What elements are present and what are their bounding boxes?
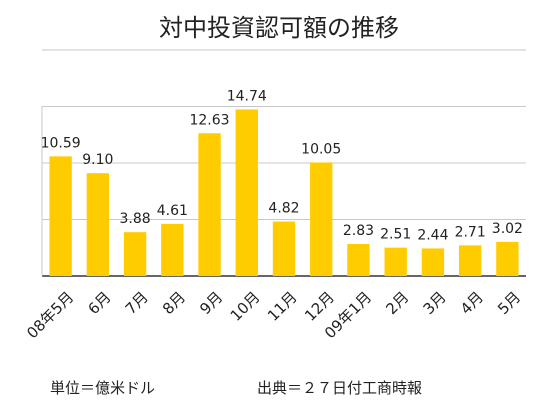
- bar: [458, 245, 482, 276]
- bar: [272, 221, 296, 276]
- bar: [496, 241, 519, 276]
- unit-note: 単位＝億米ドル: [50, 379, 155, 397]
- value-label: 10.05: [301, 141, 341, 157]
- x-tick-label: 9月: [196, 288, 226, 318]
- value-label: 2.44: [417, 227, 448, 243]
- value-label: 3.88: [119, 211, 150, 227]
- value-label: 2.51: [380, 227, 411, 243]
- source-note: 出典＝２７日付工商時報: [257, 379, 422, 397]
- value-label: 2.71: [455, 224, 486, 240]
- value-label: 3.02: [492, 221, 523, 237]
- gridlines: [41, 49, 526, 277]
- x-tick-label: 11月: [264, 288, 301, 325]
- bar: [86, 173, 110, 276]
- x-tick-label: 7月: [122, 288, 152, 318]
- bars: [49, 109, 519, 276]
- bar: [123, 232, 147, 276]
- value-label: 2.83: [343, 223, 374, 239]
- x-tick-label: 6月: [85, 288, 115, 318]
- bar: [198, 133, 221, 276]
- x-tick-label: 4月: [457, 288, 487, 318]
- value-label: 4.61: [157, 203, 188, 219]
- bar: [310, 162, 333, 276]
- value-labels: 10.599.10 3.88 4.61 12.63 14.74 4.82 10.05 2.83…: [41, 88, 523, 243]
- bar: [421, 248, 445, 276]
- bar: [161, 223, 184, 276]
- bar: [49, 156, 72, 276]
- x-tick-label: 2月: [382, 288, 412, 318]
- x-tick-label: 08年5月: [23, 288, 77, 342]
- value-label: 9.10: [82, 152, 113, 168]
- x-tick-label: 10月: [227, 288, 264, 325]
- value-label: 12.63: [189, 112, 229, 128]
- value-label: 4.82: [268, 201, 299, 217]
- chart-title: 対中投資認可額の推移: [159, 14, 399, 42]
- value-label: 10.59: [41, 135, 81, 151]
- bar: [347, 244, 370, 276]
- x-tick-label: 3月: [420, 288, 450, 318]
- bar: [384, 247, 407, 276]
- value-label: 14.74: [227, 88, 267, 104]
- x-tick-label: 5月: [494, 288, 524, 318]
- bar: [235, 109, 258, 276]
- x-tick-label: 8月: [159, 288, 189, 318]
